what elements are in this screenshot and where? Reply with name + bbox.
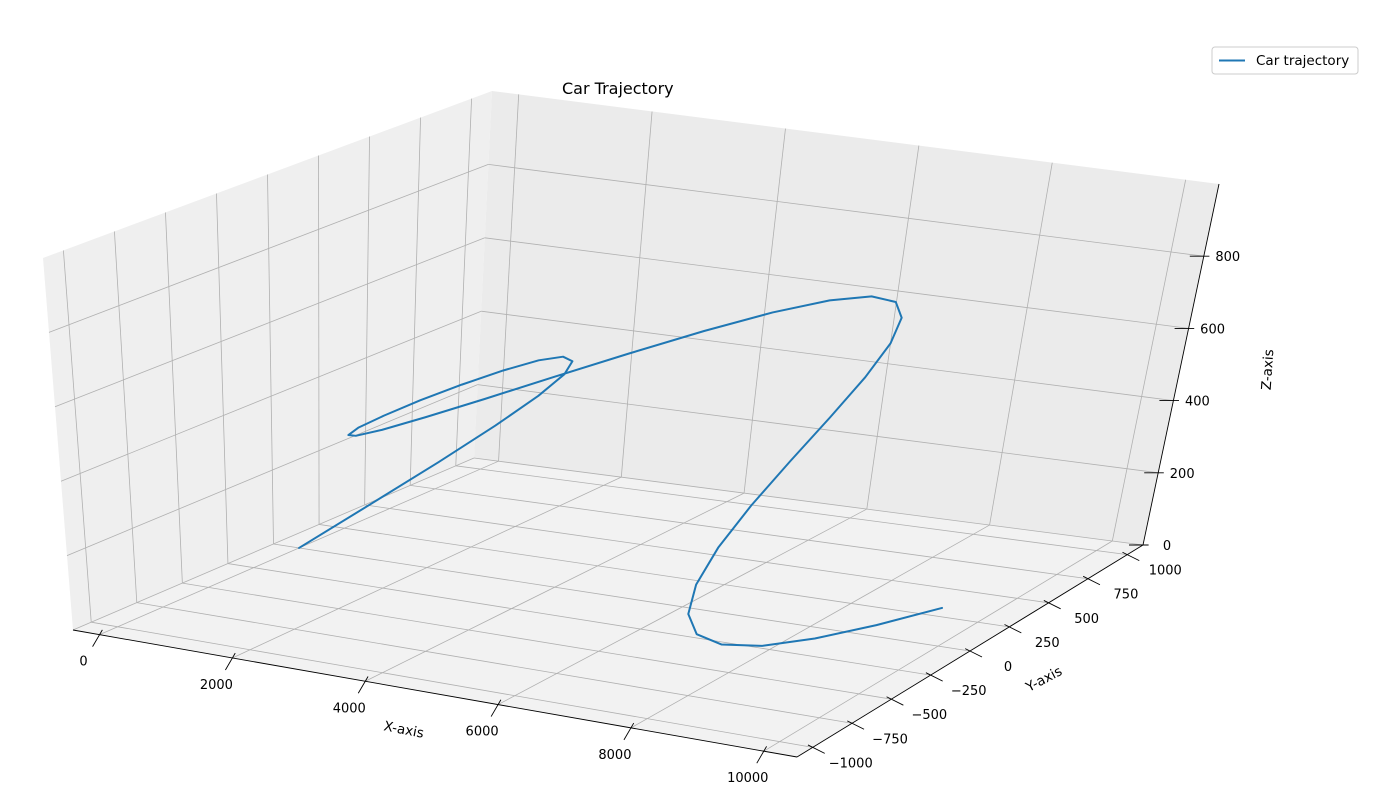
grid-y-side-1	[114, 231, 138, 603]
grid-y-floor-8	[455, 465, 1128, 556]
x-axis-label: X-axis	[382, 718, 425, 741]
axis-panes	[43, 91, 1219, 757]
grid-y-side-2	[165, 212, 183, 584]
y-axis-label: Y-axis	[1022, 663, 1064, 696]
grid-z-back-3	[484, 237, 1189, 329]
grid-y-floor-4	[273, 543, 971, 652]
grid-y-floor-0	[91, 621, 813, 748]
y-tick-7	[1082, 575, 1101, 586]
grid-x-back-2	[743, 128, 786, 494]
legend-box	[1211, 46, 1359, 75]
series-group	[298, 295, 944, 647]
y-tick-0	[807, 744, 825, 754]
y-tick-label-8: 1000	[1149, 564, 1182, 579]
grid-y-floor-2	[182, 582, 892, 700]
grid-x-back-4	[989, 162, 1053, 526]
y-tick-label-1: −750	[872, 732, 908, 747]
grid-z-back-0	[473, 457, 1144, 546]
x-tick-label-1: 2000	[200, 678, 233, 693]
series-line-0	[298, 295, 944, 647]
pane-back	[474, 91, 1219, 545]
grid-y-floor-7	[410, 484, 1089, 580]
pane-floor	[73, 458, 1143, 757]
y-tick-4	[964, 648, 983, 658]
grid-x-back-0	[498, 94, 520, 462]
z-tick-label-0: 0	[1163, 539, 1171, 554]
y-tick-8	[1122, 551, 1140, 562]
x-tick-label-5: 10000	[727, 771, 768, 786]
chart-title: Car Trajectory	[562, 79, 674, 98]
z-axis-line	[1142, 183, 1220, 546]
grid-x-back-5	[1111, 179, 1187, 542]
y-tick-label-5: 250	[1035, 636, 1060, 651]
y-tick-5	[1004, 624, 1022, 634]
legend: Car trajectory	[1211, 46, 1359, 75]
grid-z-side-1	[66, 384, 478, 556]
z-tick-label-3: 600	[1200, 322, 1225, 337]
x-axis-line	[72, 629, 798, 758]
tick-marks: 0200040006000800010000−1000−750−500−2500…	[79, 250, 1240, 786]
y-tick-label-3: −250	[951, 684, 987, 699]
y-tick-label-2: −500	[912, 708, 948, 723]
z-tick-label-4: 800	[1215, 250, 1240, 265]
grid-x-back-3	[866, 145, 920, 510]
y-tick-label-0: −1000	[829, 756, 873, 771]
x-tick-label-0: 0	[79, 655, 87, 670]
x-tick-2	[357, 676, 369, 694]
grid-y-side-4	[267, 174, 274, 545]
grid-z-back-2	[481, 310, 1174, 401]
y-tick-1	[847, 720, 865, 730]
z-axis-label: Z-axis	[1259, 349, 1278, 391]
grid-x-back-1	[620, 111, 653, 478]
z-tick-label-1: 200	[1170, 467, 1195, 482]
grid-y-side-8	[455, 98, 472, 466]
y-tick-6	[1043, 600, 1061, 610]
x-tick-5	[756, 746, 767, 764]
grid-y-side-3	[216, 193, 229, 564]
grid-y-side-0	[63, 250, 92, 623]
y-tick-3	[925, 672, 943, 682]
grid-z-side-4	[48, 164, 489, 333]
grid-y-floor-1	[136, 602, 853, 724]
x-tick-1	[225, 652, 236, 671]
legend-label: Car trajectory	[1256, 53, 1349, 69]
grid-z-back-1	[477, 384, 1159, 474]
y-tick-label-4: 0	[1004, 660, 1012, 675]
y-tick-label-6: 500	[1074, 612, 1099, 627]
grid-y-floor-5	[319, 524, 1010, 628]
x-tick-label-4: 8000	[598, 748, 631, 763]
z-tick-label-2: 400	[1185, 395, 1210, 410]
x-tick-0	[92, 629, 103, 647]
x-tick-3	[490, 699, 502, 717]
x-tick-label-3: 6000	[466, 725, 499, 740]
grid-y-side-6	[364, 136, 370, 505]
y-tick-2	[886, 696, 904, 706]
grid-y-floor-6	[364, 504, 1049, 604]
y-tick-label-7: 750	[1114, 588, 1139, 603]
grid-z-back-4	[488, 164, 1204, 257]
grid-z-side-3	[54, 237, 485, 408]
grid-y-floor-3	[227, 563, 931, 676]
pane-left	[43, 91, 492, 630]
x-tick-label-2: 4000	[333, 701, 366, 716]
grid-z-side-0	[72, 457, 475, 631]
grid-y-side-5	[318, 155, 320, 525]
grid-z-side-2	[60, 310, 482, 482]
grid-y-side-7	[409, 117, 421, 486]
x-tick-4	[623, 722, 635, 741]
